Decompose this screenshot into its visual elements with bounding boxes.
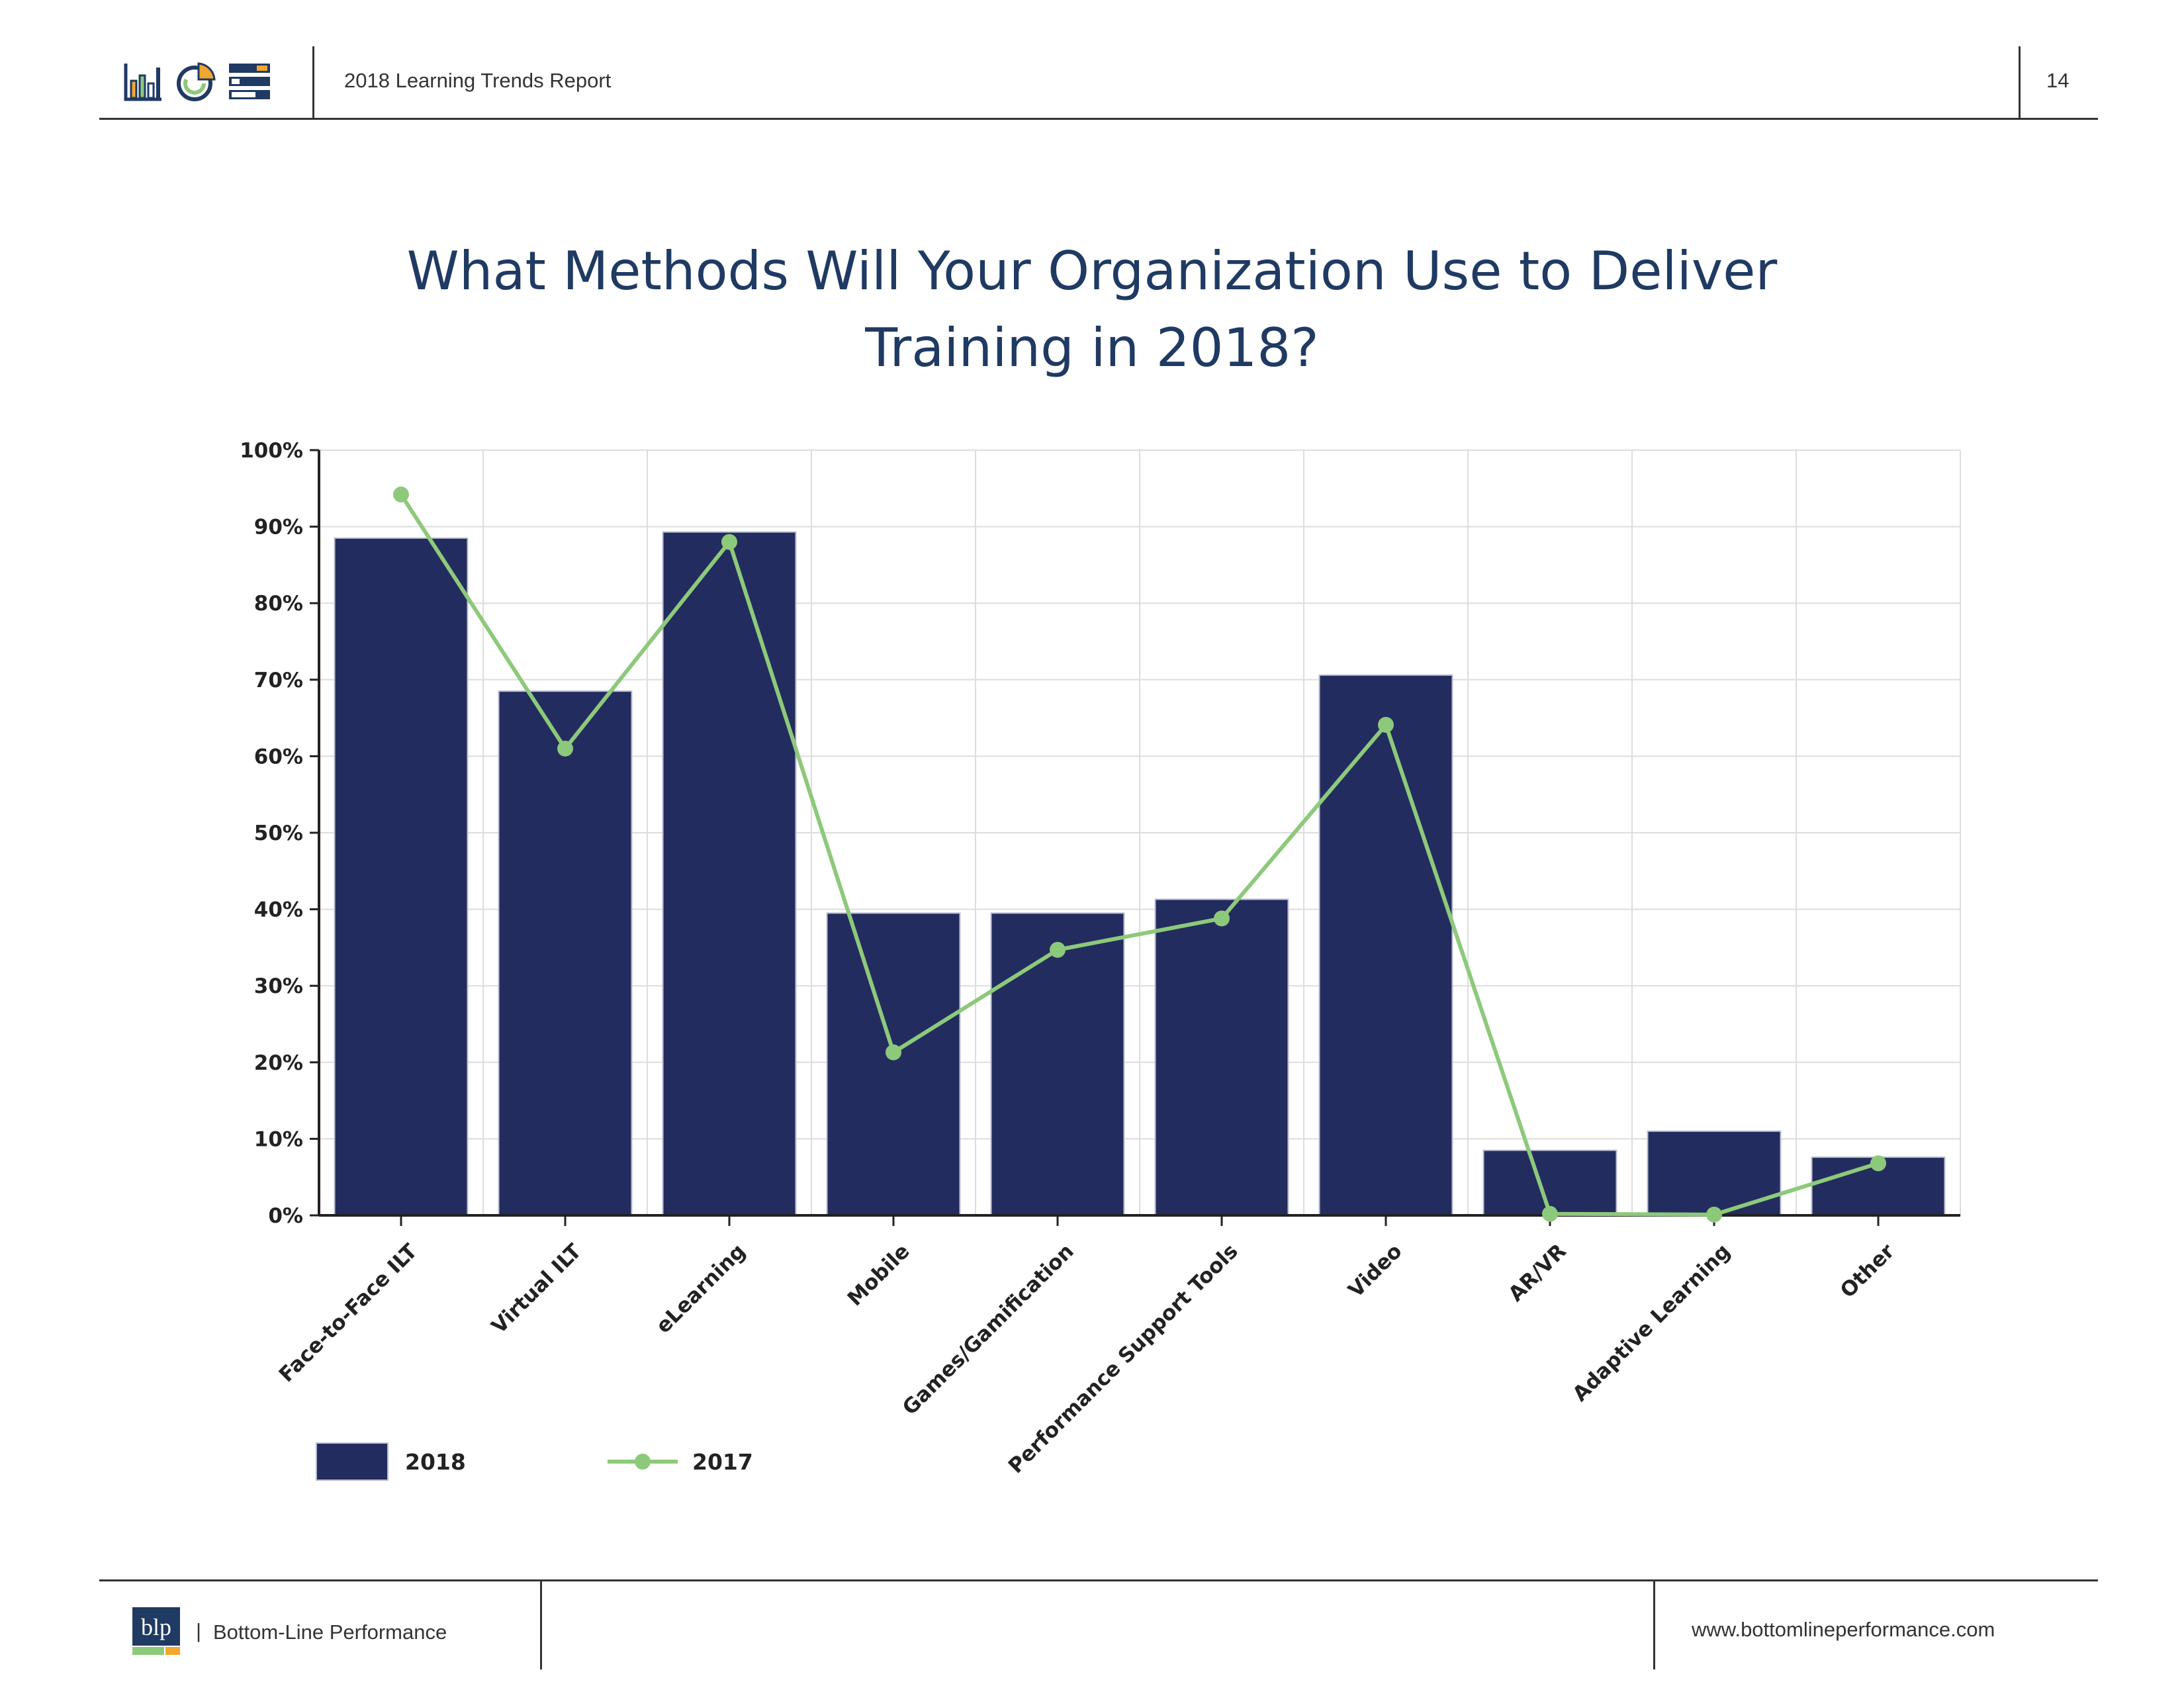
point-2017 xyxy=(1050,941,1066,958)
point-2017 xyxy=(886,1044,901,1060)
x-category-label: Mobile xyxy=(843,1239,915,1311)
list-bars-icon xyxy=(229,64,270,99)
line-2017 xyxy=(393,487,1886,1223)
pie-chart-icon xyxy=(177,62,216,101)
point-2017 xyxy=(393,487,409,503)
y-tick-labels: 0% 10% 20% 30% 40% 50% 60% 70% 80% 90% 100% xyxy=(240,439,303,1228)
x-category-labels: Face-to-Face ILT Virtual ILT eLearning Mobi… xyxy=(275,1239,1899,1478)
bar-2018 xyxy=(498,690,633,1216)
y-tick-label: 70% xyxy=(254,669,303,692)
header-title: 2018 Learning Trends Report xyxy=(344,69,612,92)
x-category-label: Video xyxy=(1343,1239,1406,1302)
legend-swatch-2018 xyxy=(316,1442,388,1481)
footer-company: Bottom-Line Performance xyxy=(213,1620,447,1644)
legend-label-2018: 2018 xyxy=(405,1449,466,1475)
bar-2018 xyxy=(1647,1130,1782,1216)
legend-label-2017: 2017 xyxy=(692,1449,753,1475)
point-2017 xyxy=(721,534,737,550)
header-rule xyxy=(99,118,2098,120)
x-category-label: Games/Gamification xyxy=(898,1239,1079,1420)
bar-2018 xyxy=(990,912,1125,1216)
bar-2018 xyxy=(1318,674,1453,1216)
chart-title: What Methods Will Your Organization Use … xyxy=(406,240,1778,379)
logo-text: blp xyxy=(141,1614,171,1640)
point-2017 xyxy=(1378,717,1394,733)
legend-marker-2017 xyxy=(635,1454,651,1470)
y-tick-label: 30% xyxy=(254,974,303,998)
header-divider-right xyxy=(2019,46,2021,119)
footer-divider-left xyxy=(540,1581,542,1669)
bar-chart-icon xyxy=(124,64,161,101)
point-2017 xyxy=(1542,1205,1558,1222)
x-category-label: eLearning xyxy=(651,1239,750,1338)
y-tick-label: 90% xyxy=(254,516,303,539)
bar-2018 xyxy=(1482,1149,1617,1216)
x-category-label: Face-to-Face ILT xyxy=(275,1239,422,1387)
point-2017 xyxy=(1870,1155,1886,1172)
y-tick-label: 60% xyxy=(254,745,303,769)
blp-logo: blp xyxy=(132,1607,180,1655)
bar-2018 xyxy=(826,912,961,1216)
bars-2018 xyxy=(334,531,1946,1217)
footer-divider-right xyxy=(1653,1581,1655,1669)
x-category-label: Adaptive Learning xyxy=(1568,1239,1735,1406)
chart: 0% 10% 20% 30% 40% 50% 60% 70% 80% 90% 100% Face-t… xyxy=(240,439,1961,1481)
y-tick-label: 10% xyxy=(254,1127,303,1151)
bar-2018 xyxy=(334,537,469,1216)
x-category-label: AR/VR xyxy=(1504,1239,1571,1306)
bar-2018 xyxy=(662,531,797,1216)
legend: 2018 2017 xyxy=(316,1442,753,1481)
line-2017-path xyxy=(399,493,1879,1217)
header-divider-left xyxy=(312,46,314,119)
y-tick-label: 20% xyxy=(254,1051,303,1075)
y-tick-label: 100% xyxy=(240,439,303,463)
y-tick-label: 0% xyxy=(268,1204,303,1228)
x-category-label: Other xyxy=(1836,1239,1899,1303)
y-tick-label: 40% xyxy=(254,898,303,922)
point-2017 xyxy=(1214,910,1230,927)
point-2017 xyxy=(557,740,573,757)
footer-rule xyxy=(99,1579,2098,1581)
y-tick-label: 80% xyxy=(254,592,303,616)
page-number: 14 xyxy=(2046,69,2070,92)
point-2017 xyxy=(1706,1206,1722,1223)
x-category-label: Virtual ILT xyxy=(487,1239,586,1338)
bar-2018 xyxy=(1154,898,1289,1217)
y-tick-label: 50% xyxy=(254,821,303,845)
footer-url[interactable]: www.bottomlineperformance.com xyxy=(1692,1618,1995,1641)
footer-separator: | xyxy=(196,1619,202,1642)
